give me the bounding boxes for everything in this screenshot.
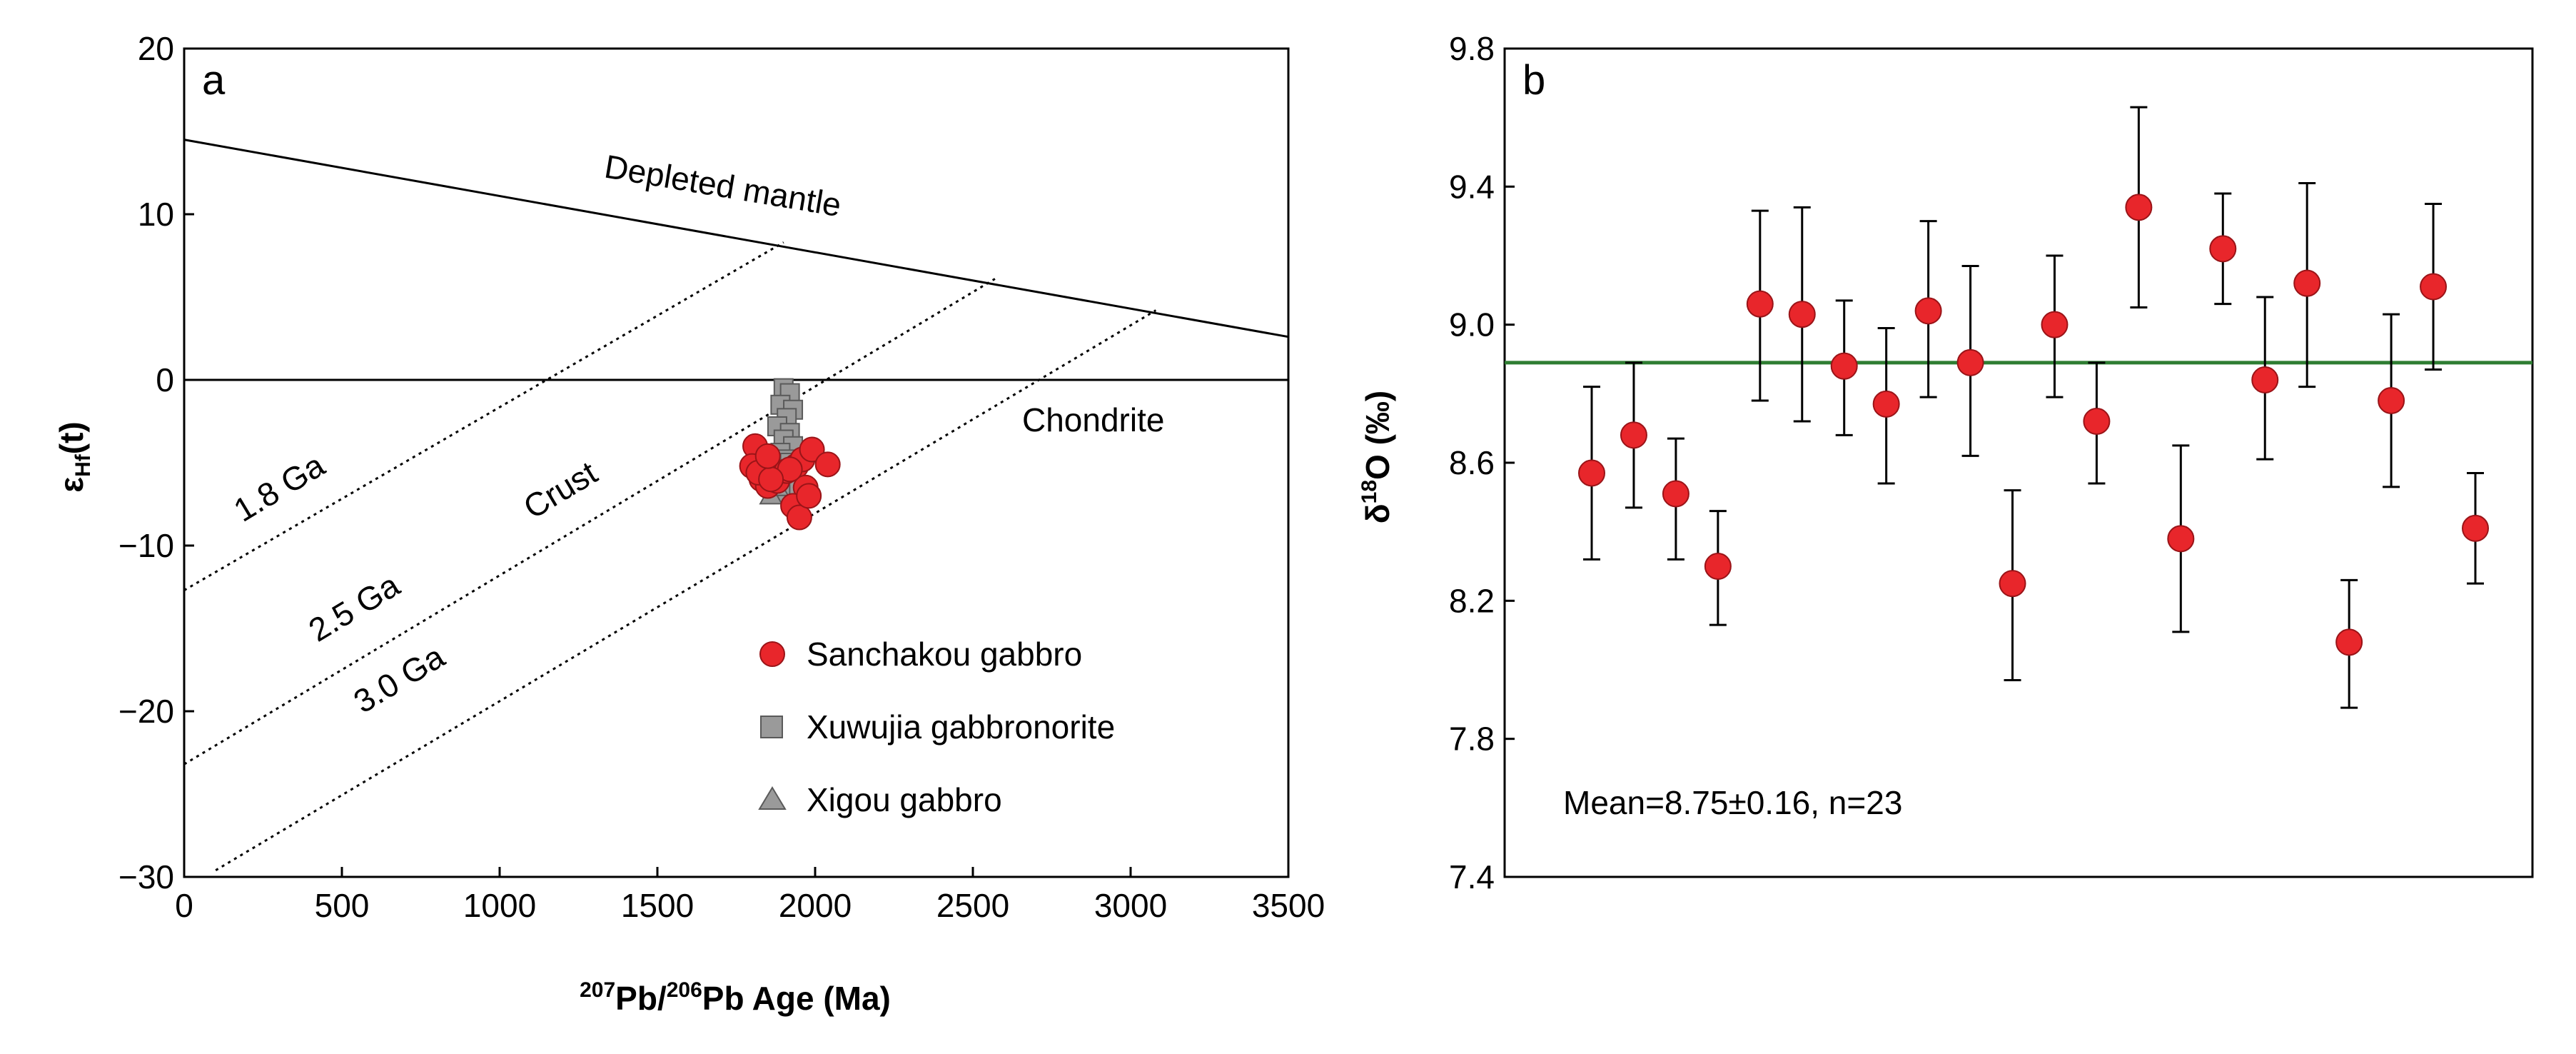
chondrite-label: Chondrite bbox=[1022, 401, 1164, 438]
panel-b-letter: b bbox=[1522, 57, 1545, 104]
point-d18o bbox=[1578, 459, 1605, 487]
panel-a-hf-isotope-plot: 0 500 1000 1500 2000 2500 3000 3500 −30 −20 −10 0 10… bbox=[53, 30, 1325, 1017]
panel-b-annotation: Mean=8.75±0.16, n=23 bbox=[1563, 784, 1902, 821]
crust-label: Crust bbox=[517, 453, 603, 526]
panel-b-y-tick-label: 8.2 bbox=[1449, 582, 1495, 619]
panel-b-data-points bbox=[1578, 106, 2489, 709]
panel-a-x-tick-label: 3000 bbox=[1094, 887, 1167, 924]
panel-b-y-tick-label: 7.8 bbox=[1449, 721, 1495, 758]
legend-label-xigou: Xigou gabbro bbox=[807, 781, 1002, 818]
point-sanchakou bbox=[796, 483, 822, 509]
point-sanchakou bbox=[786, 504, 812, 531]
point-d18o bbox=[2041, 311, 2069, 338]
point-sanchakou bbox=[758, 466, 784, 493]
point-d18o bbox=[1914, 297, 1942, 325]
panel-a-letter: a bbox=[202, 57, 226, 104]
panel-a-y-tick-label: −30 bbox=[118, 858, 174, 895]
point-sanchakou bbox=[754, 443, 781, 469]
point-d18o bbox=[2335, 628, 2363, 656]
point-sanchakou bbox=[814, 451, 841, 478]
legend-marker-xuwujia bbox=[760, 716, 783, 738]
point-sanchakou bbox=[799, 436, 825, 463]
point-d18o bbox=[1956, 348, 1984, 376]
point-d18o bbox=[2420, 273, 2448, 301]
panel-a-x-tick-label: 3500 bbox=[1252, 887, 1325, 924]
panel-b-y-tick-label: 9.0 bbox=[1449, 306, 1495, 343]
reference-line-depleted-mantle bbox=[183, 139, 1289, 338]
panel-b-frame bbox=[1503, 47, 2534, 878]
point-d18o bbox=[1788, 301, 1816, 328]
point-d18o bbox=[1662, 480, 1689, 508]
legend-marker-sanchakou bbox=[759, 641, 785, 667]
panel-a-x-axis-title: 207Pb/206Pb Age (Ma) bbox=[580, 978, 891, 1017]
panel-a-y-tick-label: 20 bbox=[138, 30, 174, 67]
depleted-mantle-label: Depleted mantle bbox=[602, 148, 844, 224]
point-d18o bbox=[1830, 352, 1858, 380]
panel-a-y-tick-label: 0 bbox=[156, 361, 174, 398]
point-d18o bbox=[1872, 390, 1900, 418]
panel-a-y-tick-label: 10 bbox=[138, 196, 174, 233]
point-d18o bbox=[1999, 570, 2026, 598]
point-d18o bbox=[2251, 366, 2279, 393]
panel-a-x-tick-label: 500 bbox=[315, 887, 370, 924]
point-d18o bbox=[1704, 553, 1732, 580]
panel-a-x-tick-label: 2000 bbox=[779, 887, 852, 924]
point-d18o bbox=[2125, 194, 2153, 221]
line-3-0ga-label: 3.0 Ga bbox=[347, 638, 451, 721]
point-d18o bbox=[2083, 408, 2111, 435]
panel-b-ticks: 7.4 7.8 8.2 8.6 9.0 9.4 9.8 bbox=[1449, 30, 1515, 895]
point-d18o bbox=[2167, 525, 2195, 553]
panel-b-oxygen-isotope-plot: 7.4 7.8 8.2 8.6 9.0 9.4 9.8 b Mean=8.75±0.16, … bbox=[1358, 30, 2534, 895]
line-2-5ga-label: 2.5 Ga bbox=[302, 566, 406, 649]
panel-b-y-tick-label: 7.4 bbox=[1449, 858, 1495, 895]
panel-a-x-tick-label: 2500 bbox=[936, 887, 1009, 924]
panel-a-ticks: 0 500 1000 1500 2000 2500 3000 3500 −30 −20 −10 0 10… bbox=[118, 30, 1325, 924]
panel-a-x-tick-label: 1500 bbox=[621, 887, 694, 924]
reference-line-2-5-ga bbox=[183, 278, 996, 766]
panel-a-y-axis-title: εHf(t) bbox=[53, 421, 95, 492]
point-d18o bbox=[1620, 421, 1647, 449]
panel-a-frame bbox=[183, 47, 1290, 878]
panel-b-y-tick-label: 8.6 bbox=[1449, 444, 1495, 481]
point-d18o bbox=[2209, 235, 2237, 263]
panel-a-data-points bbox=[739, 378, 841, 531]
line-1-8ga-label: 1.8 Ga bbox=[227, 446, 331, 529]
panel-b-y-tick-label: 9.8 bbox=[1449, 30, 1495, 67]
panel-a-legend: Sanchakou gabbro Xuwujia gabbronorite Xi… bbox=[758, 636, 1115, 818]
panel-a-x-tick-label: 0 bbox=[175, 887, 193, 924]
point-d18o bbox=[1746, 290, 1774, 318]
panel-a-y-tick-label: −20 bbox=[118, 693, 174, 730]
panel-a-x-tick-label: 1000 bbox=[463, 887, 536, 924]
point-d18o bbox=[2462, 514, 2489, 542]
reference-line-1-8-ga bbox=[183, 241, 784, 591]
legend-marker-xigou bbox=[758, 786, 787, 810]
panel-a-reference-lines bbox=[183, 139, 1289, 872]
legend-label-sanchakou: Sanchakou gabbro bbox=[807, 636, 1082, 673]
panel-a-y-tick-label: −10 bbox=[118, 527, 174, 564]
point-d18o bbox=[2378, 387, 2405, 414]
legend-label-xuwujia: Xuwujia gabbronorite bbox=[807, 708, 1115, 746]
point-d18o bbox=[2293, 269, 2321, 297]
panel-b-y-axis-title: δ18O (‰) bbox=[1358, 391, 1396, 523]
panel-b-y-tick-label: 9.4 bbox=[1449, 168, 1495, 205]
